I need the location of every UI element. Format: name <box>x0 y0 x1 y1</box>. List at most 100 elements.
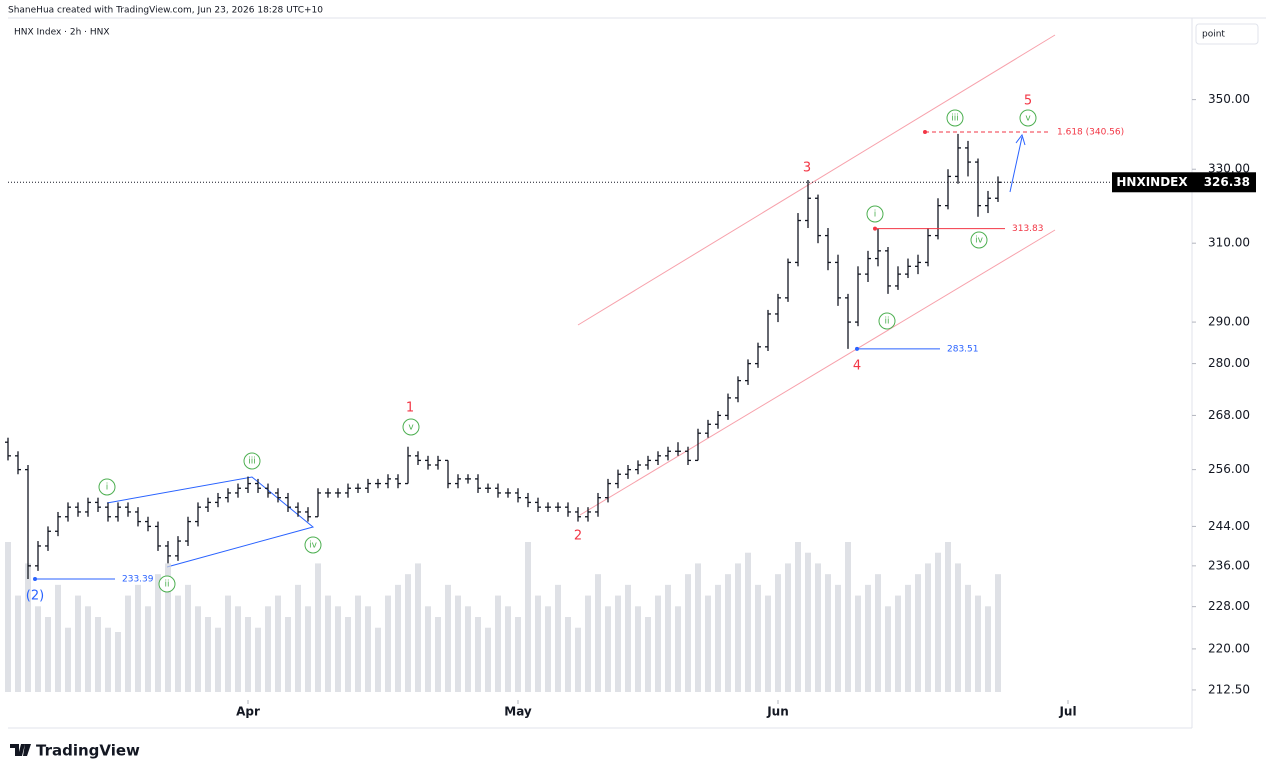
volume-bar <box>685 574 691 692</box>
volume-bar <box>25 563 31 692</box>
level-label: 1.618 (340.56) <box>1057 127 1124 137</box>
volume-bar <box>465 606 471 692</box>
volume-bar <box>325 595 331 692</box>
volume-bar <box>115 632 121 692</box>
volume-bar <box>785 563 791 692</box>
volume-bar <box>585 595 591 692</box>
y-tick-label: 280.00 <box>1208 356 1250 370</box>
volume-bar <box>645 617 651 692</box>
volume-bar <box>75 595 81 692</box>
wave-label: 2 <box>574 529 582 544</box>
volume-bar <box>695 563 701 692</box>
volume-bar <box>255 627 261 692</box>
wave-label: i <box>874 210 877 220</box>
volume-bar <box>85 606 91 692</box>
volume-bar <box>185 584 191 692</box>
scale-mode[interactable]: point <box>1202 30 1225 40</box>
volume-bar <box>675 606 681 692</box>
volume-bar <box>805 552 811 692</box>
wave-circle <box>243 452 261 470</box>
volume-bar <box>305 606 311 692</box>
level-anchor <box>923 129 927 134</box>
wave-circle <box>970 231 988 249</box>
last-price-label: 326.38 <box>1204 175 1250 189</box>
volume-bar <box>295 584 301 692</box>
volume-bar <box>995 574 1001 692</box>
volume-bar <box>935 552 941 692</box>
triangle-lines <box>106 476 315 568</box>
volume-bar <box>395 584 401 692</box>
arrow-head <box>1015 133 1026 146</box>
volume-bar <box>175 595 181 692</box>
price-tag-box <box>1112 172 1192 193</box>
volume-bar <box>375 627 381 692</box>
volume-bar <box>595 574 601 692</box>
volume-bar <box>905 584 911 692</box>
volume-bar <box>925 563 931 692</box>
x-tick-label: Jul <box>1058 705 1076 719</box>
volume-bar <box>15 595 21 692</box>
volume-bar <box>215 627 221 692</box>
credit: ShaneHua created with TradingView.com, J… <box>8 6 323 16</box>
volume-bar <box>985 606 991 692</box>
volume-bar <box>145 606 151 692</box>
y-tick-label: 350.00 <box>1208 92 1250 106</box>
y-tick-label: 310.00 <box>1208 236 1250 250</box>
volume-bar <box>45 617 51 692</box>
wave-circle <box>402 418 420 436</box>
wave-label: ii <box>884 317 889 327</box>
volume-bar <box>605 606 611 692</box>
volume-bar <box>55 584 61 692</box>
volume-bar <box>815 563 821 692</box>
volume-bar <box>525 542 531 692</box>
wave-label: iii <box>248 457 256 467</box>
volume-bar <box>195 606 201 692</box>
wave-circle <box>158 575 176 593</box>
channel-lower <box>579 229 1056 516</box>
volume-bar <box>735 563 741 692</box>
level-anchor <box>855 346 859 351</box>
volume-bar <box>765 595 771 692</box>
volume-bar <box>705 595 711 692</box>
volume-bar <box>915 574 921 692</box>
volume-bar <box>825 574 831 692</box>
volume-bar <box>415 563 421 692</box>
brand: TradingView <box>36 742 140 760</box>
volume-bar <box>835 584 841 692</box>
wave-circle <box>1019 109 1037 127</box>
volume-bar <box>315 563 321 692</box>
volume-bar <box>155 574 161 692</box>
wave-circle <box>304 536 322 554</box>
volume-bar <box>495 595 501 692</box>
wave-label: v <box>408 423 414 433</box>
volume-bar <box>715 584 721 692</box>
volume-bar <box>865 584 871 692</box>
volume-bar <box>725 574 731 692</box>
wave-label: v <box>1025 114 1031 124</box>
wave-label: iv <box>309 541 318 551</box>
wave-label: iv <box>975 236 984 246</box>
volume-bar <box>855 595 861 692</box>
volume-bar <box>565 617 571 692</box>
x-tick-label: Apr <box>236 705 260 719</box>
volume-bar <box>745 552 751 692</box>
symbol-info: HNX Index · 2h · HNX <box>14 28 110 38</box>
volume-bar <box>455 595 461 692</box>
volume-bar <box>435 617 441 692</box>
wave-label: 1 <box>406 401 414 416</box>
volume-bar <box>515 617 521 692</box>
volume-bar <box>105 627 111 692</box>
volume-bar <box>615 595 621 692</box>
y-tick-label: 220.00 <box>1208 641 1250 655</box>
wave-label: 3 <box>803 161 811 176</box>
volume-bar <box>235 606 241 692</box>
volume-bar <box>355 595 361 692</box>
y-tick-label: 330.00 <box>1208 162 1250 176</box>
volume-bar <box>505 606 511 692</box>
volume-bar <box>895 595 901 692</box>
volume-bar <box>5 542 11 692</box>
volume-bar <box>795 542 801 692</box>
volume-bar <box>445 584 451 692</box>
scale-mode-box[interactable] <box>1195 23 1259 45</box>
y-tick-label: 290.00 <box>1208 315 1250 329</box>
